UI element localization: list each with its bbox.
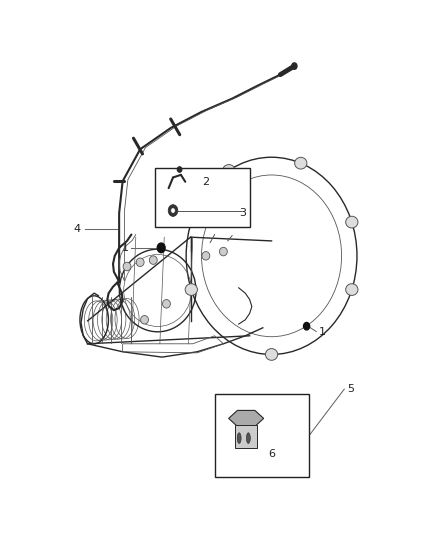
Circle shape — [304, 322, 310, 330]
Ellipse shape — [265, 349, 278, 360]
Bar — [235, 425, 257, 448]
Ellipse shape — [246, 433, 251, 443]
Text: 1: 1 — [121, 243, 128, 253]
Text: 6: 6 — [268, 449, 275, 459]
Bar — [155, 168, 250, 227]
Ellipse shape — [237, 433, 241, 443]
Bar — [215, 394, 309, 477]
Ellipse shape — [223, 165, 235, 176]
Circle shape — [292, 63, 297, 69]
Text: 3: 3 — [240, 208, 247, 218]
Ellipse shape — [168, 205, 178, 216]
Circle shape — [157, 243, 165, 253]
Text: 1: 1 — [318, 327, 325, 336]
Text: 2: 2 — [202, 177, 209, 187]
Ellipse shape — [162, 300, 170, 308]
Circle shape — [177, 167, 182, 172]
Ellipse shape — [171, 208, 175, 213]
Ellipse shape — [185, 284, 198, 295]
Text: 5: 5 — [347, 384, 354, 394]
Ellipse shape — [219, 247, 227, 256]
Ellipse shape — [123, 262, 131, 271]
Polygon shape — [229, 410, 264, 426]
Ellipse shape — [202, 252, 210, 260]
Ellipse shape — [149, 256, 157, 264]
Ellipse shape — [346, 284, 358, 295]
Text: 4: 4 — [73, 224, 80, 234]
Ellipse shape — [295, 157, 307, 169]
Ellipse shape — [346, 216, 358, 228]
Ellipse shape — [136, 258, 144, 266]
Ellipse shape — [141, 316, 148, 324]
